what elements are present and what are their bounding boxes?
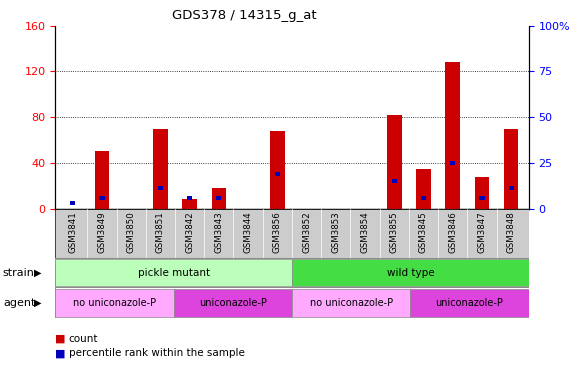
Text: GSM3851: GSM3851 (156, 211, 165, 253)
Text: pickle mutant: pickle mutant (138, 268, 210, 278)
Bar (216, 196, 221, 199)
Text: uniconazole-P: uniconazole-P (436, 298, 504, 308)
Text: GSM3853: GSM3853 (331, 211, 340, 253)
Text: count: count (69, 333, 98, 344)
Bar (70, 201, 76, 205)
Text: uniconazole-P: uniconazole-P (199, 298, 267, 308)
Bar (416, 169, 431, 209)
Bar (292, 259, 529, 286)
Bar (182, 199, 197, 209)
Text: GSM3849: GSM3849 (98, 211, 106, 253)
Bar (55, 259, 292, 286)
Text: GSM3855: GSM3855 (390, 211, 399, 253)
Bar (410, 289, 529, 317)
Bar (275, 172, 280, 176)
Text: ▶: ▶ (34, 298, 41, 308)
Bar (446, 62, 460, 209)
Text: ■: ■ (55, 348, 66, 358)
Bar (95, 152, 109, 209)
Text: agent: agent (3, 298, 35, 308)
Bar (479, 196, 485, 199)
Text: no uniconazole-P: no uniconazole-P (73, 298, 156, 308)
Text: GSM3843: GSM3843 (214, 211, 223, 253)
Bar (55, 209, 529, 258)
Bar (504, 128, 518, 209)
Bar (153, 128, 168, 209)
Text: percentile rank within the sample: percentile rank within the sample (69, 348, 245, 358)
Bar (475, 177, 489, 209)
Text: GSM3844: GSM3844 (243, 211, 253, 253)
Text: GSM3846: GSM3846 (448, 211, 457, 253)
Bar (270, 131, 285, 209)
Bar (392, 179, 397, 183)
Text: ▶: ▶ (34, 268, 41, 278)
Text: GSM3850: GSM3850 (127, 211, 136, 253)
Text: GSM3847: GSM3847 (478, 211, 486, 253)
Bar (211, 188, 226, 209)
Bar (508, 187, 514, 190)
Text: GSM3842: GSM3842 (185, 211, 194, 253)
Text: GSM3852: GSM3852 (302, 211, 311, 253)
Text: wild type: wild type (386, 268, 434, 278)
Bar (450, 161, 456, 165)
Text: GSM3848: GSM3848 (507, 211, 516, 253)
Bar (174, 289, 292, 317)
Bar (387, 115, 401, 209)
Bar (99, 196, 105, 199)
Bar (158, 187, 163, 190)
Text: no uniconazole-P: no uniconazole-P (310, 298, 393, 308)
Text: GDS378 / 14315_g_at: GDS378 / 14315_g_at (172, 9, 316, 22)
Bar (292, 289, 410, 317)
Bar (421, 196, 426, 199)
Text: strain: strain (3, 268, 35, 278)
Text: GSM3845: GSM3845 (419, 211, 428, 253)
Text: GSM3841: GSM3841 (68, 211, 77, 253)
Text: GSM3856: GSM3856 (273, 211, 282, 253)
Text: ■: ■ (55, 333, 66, 344)
Text: GSM3854: GSM3854 (361, 211, 370, 253)
Bar (187, 196, 192, 199)
Bar (55, 289, 174, 317)
